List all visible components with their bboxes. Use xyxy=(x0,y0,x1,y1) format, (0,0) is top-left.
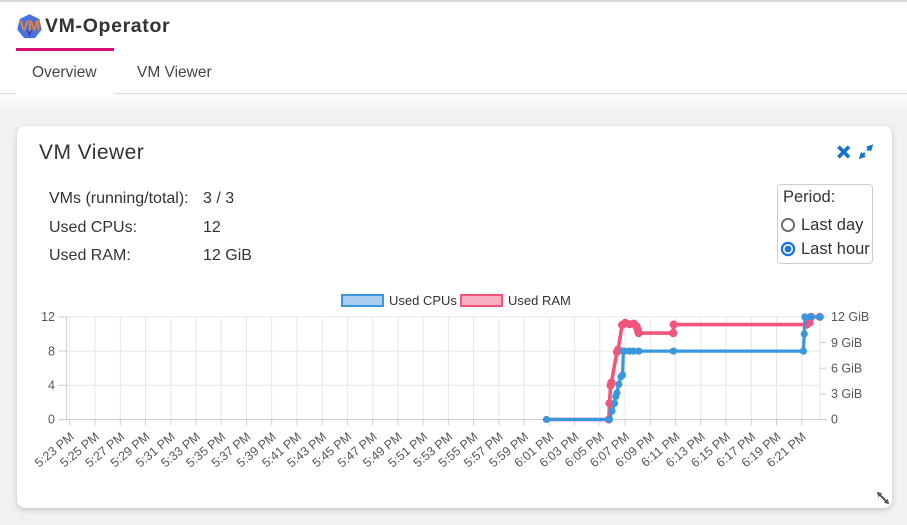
svg-text:6 GiB: 6 GiB xyxy=(831,361,862,375)
svg-text:0: 0 xyxy=(831,413,838,427)
svg-text:8: 8 xyxy=(48,344,55,358)
svg-text:VM: VM xyxy=(19,19,40,35)
svg-text:12 GiB: 12 GiB xyxy=(831,310,869,324)
svg-text:4: 4 xyxy=(48,379,55,393)
svg-text:0: 0 xyxy=(48,413,55,427)
svg-text:12: 12 xyxy=(41,310,55,324)
svg-text:9 GiB: 9 GiB xyxy=(831,336,862,350)
svg-text:3 GiB: 3 GiB xyxy=(831,387,862,401)
